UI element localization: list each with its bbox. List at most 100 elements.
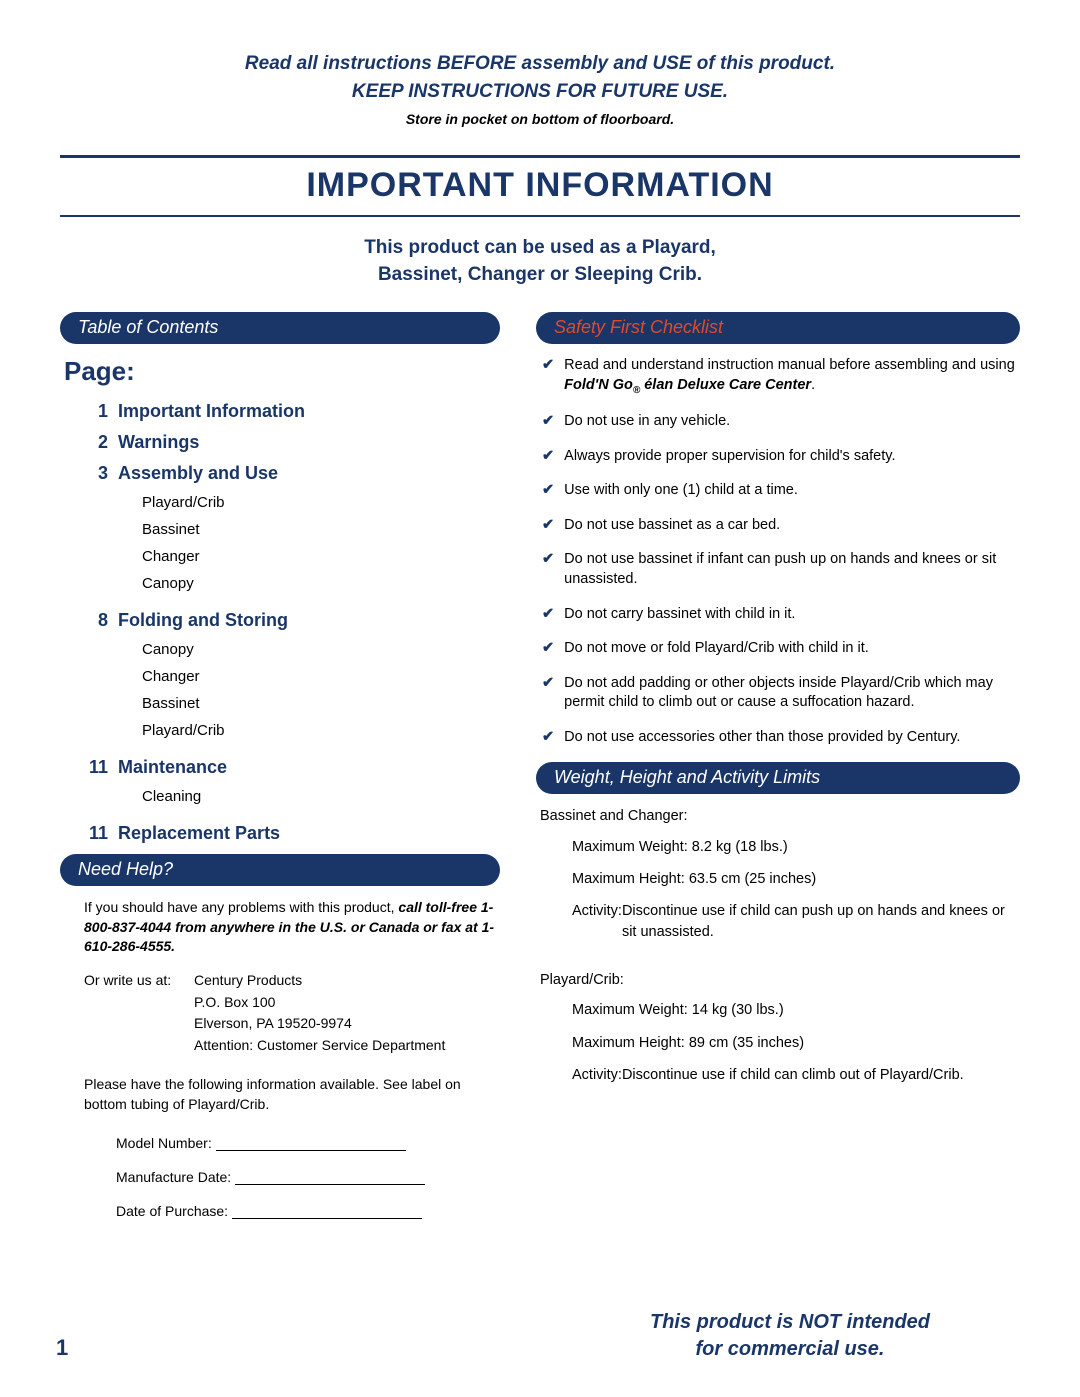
form-blank-line bbox=[232, 1205, 422, 1219]
preheader-line2: KEEP INSTRUCTIONS FOR FUTURE USE. bbox=[60, 78, 1020, 106]
not-commercial-line1: This product is NOT intended bbox=[560, 1309, 1020, 1336]
toc-title: Important Information bbox=[118, 401, 305, 422]
check-icon: ✔ bbox=[542, 639, 554, 659]
check-text: Do not use in any vehicle. bbox=[564, 412, 730, 432]
check-text: Read and understand instruction manual b… bbox=[564, 356, 1020, 397]
toc-pill: Table of Contents bbox=[60, 312, 500, 344]
preheader-line3: Store in pocket on bottom of floorboard. bbox=[60, 111, 1020, 127]
help-intro-plain: If you should have any problems with thi… bbox=[84, 899, 398, 915]
help-avail: Please have the following information av… bbox=[84, 1075, 500, 1114]
check-text: Do not move or fold Playard/Crib with ch… bbox=[564, 639, 869, 659]
limits-weight: Maximum Weight: 14 kg (30 lbs.) bbox=[572, 1000, 1020, 1020]
check-icon: ✔ bbox=[542, 516, 554, 536]
addr-line: P.O. Box 100 bbox=[194, 993, 445, 1013]
toc-sub: Canopy bbox=[142, 641, 500, 658]
toc-sub: Changer bbox=[142, 548, 500, 565]
form-label: Manufacture Date: bbox=[116, 1169, 231, 1185]
check-text: Do not add padding or other objects insi… bbox=[564, 674, 1020, 713]
check-icon: ✔ bbox=[542, 674, 554, 713]
toc-title: Maintenance bbox=[118, 757, 227, 778]
toc-title: Assembly and Use bbox=[118, 463, 278, 484]
form-row: Manufacture Date: bbox=[116, 1169, 500, 1185]
toc-page-label: Page: bbox=[64, 356, 500, 387]
toc-sub: Bassinet bbox=[142, 695, 500, 712]
check-text: Do not use bassinet if infant can push u… bbox=[564, 550, 1020, 589]
limits-act-text: Discontinue use if child can climb out o… bbox=[622, 1065, 964, 1085]
form-label: Date of Purchase: bbox=[116, 1203, 228, 1219]
toc-num: 11 bbox=[80, 823, 108, 844]
check-icon: ✔ bbox=[542, 605, 554, 625]
help-write-row: Or write us at: Century Products P.O. Bo… bbox=[84, 971, 500, 1057]
toc-num: 3 bbox=[80, 463, 108, 484]
toc-list: 1 Important Information 2 Warnings 3 Ass… bbox=[60, 401, 500, 844]
toc-sub: Playard/Crib bbox=[142, 494, 500, 511]
main-title: IMPORTANT INFORMATION bbox=[60, 166, 1020, 205]
check-item: ✔Always provide proper supervision for c… bbox=[542, 447, 1020, 467]
not-commercial-line2: for commercial use. bbox=[560, 1336, 1020, 1363]
limits-act-label: Activity: bbox=[572, 901, 622, 942]
check-item: ✔Do not carry bassinet with child in it. bbox=[542, 605, 1020, 625]
toc-sub: Cleaning bbox=[142, 788, 500, 805]
safety-pill-label: Safety First Checklist bbox=[554, 317, 723, 337]
columns: Table of Contents Page: 1 Important Info… bbox=[60, 312, 1020, 1236]
toc-title: Warnings bbox=[118, 432, 199, 453]
help-address: Century Products P.O. Box 100 Elverson, … bbox=[194, 971, 445, 1057]
toc-num: 2 bbox=[80, 432, 108, 453]
limits-act-text: Discontinue use if child can push up on … bbox=[622, 901, 1020, 942]
check-item: ✔ Read and understand instruction manual… bbox=[542, 356, 1020, 397]
limits-heading: Bassinet and Changer: bbox=[540, 806, 1020, 826]
check-icon: ✔ bbox=[542, 412, 554, 432]
sub-header: This product can be used as a Playard, B… bbox=[60, 235, 1020, 288]
preheader-line1: Read all instructions BEFORE assembly an… bbox=[60, 50, 1020, 78]
addr-line: Elverson, PA 19520-9974 bbox=[194, 1014, 445, 1034]
check-pre: Read and understand instruction manual b… bbox=[564, 357, 1015, 373]
form-blank-line bbox=[216, 1137, 406, 1151]
form-lines: Model Number: Manufacture Date: Date of … bbox=[116, 1135, 500, 1219]
toc-sub: Bassinet bbox=[142, 521, 500, 538]
form-row: Model Number: bbox=[116, 1135, 500, 1151]
limits-height: Maximum Height: 63.5 cm (25 inches) bbox=[572, 869, 1020, 889]
limits-block: Bassinet and Changer: Maximum Weight: 8.… bbox=[536, 806, 1020, 1085]
product-name: Fold'N Go® élan Deluxe Care Center bbox=[564, 377, 811, 393]
addr-line: Century Products bbox=[194, 971, 445, 991]
page-number: 1 bbox=[56, 1335, 68, 1361]
check-item: ✔ Do not use in any vehicle. bbox=[542, 412, 1020, 432]
form-label: Model Number: bbox=[116, 1135, 212, 1151]
toc-num: 11 bbox=[80, 757, 108, 778]
check-icon: ✔ bbox=[542, 356, 554, 397]
help-pill: Need Help? bbox=[60, 854, 500, 886]
limits-pill: Weight, Height and Activity Limits bbox=[536, 762, 1020, 794]
limits-activity: Activity: Discontinue use if child can p… bbox=[572, 901, 1020, 942]
toc-item: 2 Warnings bbox=[80, 432, 500, 453]
limits-activity: Activity: Discontinue use if child can c… bbox=[572, 1065, 1020, 1085]
help-intro: If you should have any problems with thi… bbox=[84, 898, 500, 957]
toc-sub: Canopy bbox=[142, 575, 500, 592]
toc-item: 1 Important Information bbox=[80, 401, 500, 422]
check-text: Do not use bassinet as a car bed. bbox=[564, 516, 780, 536]
toc-title: Folding and Storing bbox=[118, 610, 288, 631]
addr-line: Attention: Customer Service Department bbox=[194, 1036, 445, 1056]
left-column: Table of Contents Page: 1 Important Info… bbox=[60, 312, 500, 1236]
form-blank-line bbox=[235, 1171, 425, 1185]
check-icon: ✔ bbox=[542, 481, 554, 501]
check-text: Do not use accessories other than those … bbox=[564, 728, 960, 748]
limits-act-label: Activity: bbox=[572, 1065, 622, 1085]
safety-pill: Safety First Checklist bbox=[536, 312, 1020, 344]
check-item: ✔ Do not use accessories other than those… bbox=[542, 728, 1020, 748]
toc-sub: Playard/Crib bbox=[142, 722, 500, 739]
toc-sublist: Cleaning bbox=[142, 788, 500, 805]
limits-height: Maximum Height: 89 cm (35 inches) bbox=[572, 1033, 1020, 1053]
check-item: ✔ Do not add padding or other objects ins… bbox=[542, 674, 1020, 713]
pre-header: Read all instructions BEFORE assembly an… bbox=[60, 50, 1020, 127]
check-post: . bbox=[811, 377, 815, 393]
check-icon: ✔ bbox=[542, 550, 554, 589]
subheader-line2: Bassinet, Changer or Sleeping Crib. bbox=[60, 262, 1020, 289]
safety-checklist: ✔ Read and understand instruction manual… bbox=[542, 356, 1020, 747]
check-icon: ✔ bbox=[542, 728, 554, 748]
toc-title: Replacement Parts bbox=[118, 823, 280, 844]
toc-item: 8 Folding and Storing bbox=[80, 610, 500, 631]
help-write-label: Or write us at: bbox=[84, 971, 194, 1057]
toc-item: 11 Maintenance bbox=[80, 757, 500, 778]
form-row: Date of Purchase: bbox=[116, 1203, 500, 1219]
toc-sublist: Canopy Changer Bassinet Playard/Crib bbox=[142, 641, 500, 739]
